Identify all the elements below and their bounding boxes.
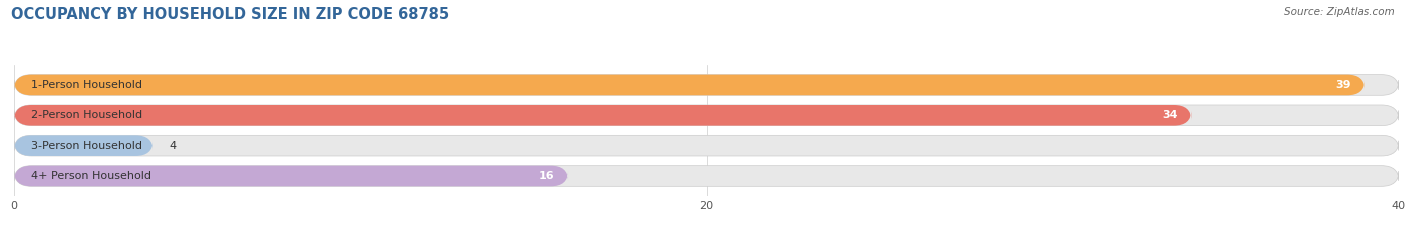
Text: Source: ZipAtlas.com: Source: ZipAtlas.com [1284, 7, 1395, 17]
Text: 3-Person Household: 3-Person Household [31, 141, 142, 151]
Text: 4+ Person Household: 4+ Person Household [31, 171, 152, 181]
Text: 39: 39 [1336, 80, 1351, 90]
FancyBboxPatch shape [14, 135, 1399, 156]
Text: 16: 16 [538, 171, 554, 181]
FancyBboxPatch shape [14, 166, 1399, 186]
Text: 4: 4 [170, 141, 177, 151]
FancyBboxPatch shape [14, 75, 1399, 95]
FancyBboxPatch shape [14, 75, 1364, 95]
Text: 34: 34 [1161, 110, 1177, 120]
Text: 1-Person Household: 1-Person Household [31, 80, 142, 90]
FancyBboxPatch shape [14, 166, 568, 186]
FancyBboxPatch shape [14, 135, 153, 156]
Text: OCCUPANCY BY HOUSEHOLD SIZE IN ZIP CODE 68785: OCCUPANCY BY HOUSEHOLD SIZE IN ZIP CODE … [11, 7, 450, 22]
Text: 2-Person Household: 2-Person Household [31, 110, 142, 120]
FancyBboxPatch shape [14, 105, 1191, 126]
FancyBboxPatch shape [14, 105, 1399, 126]
